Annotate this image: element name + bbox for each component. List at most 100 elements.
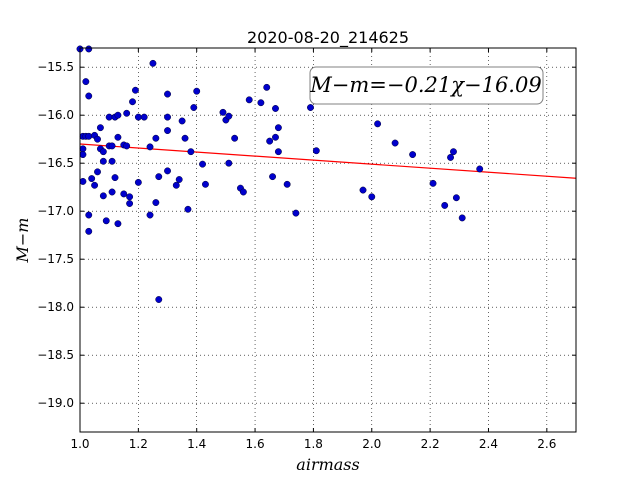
- data-point: [175, 176, 183, 183]
- data-point: [82, 78, 90, 86]
- y-tick-label: −17.5: [37, 252, 74, 266]
- data-point: [172, 181, 180, 189]
- data-point: [99, 192, 107, 200]
- data-point: [219, 108, 227, 116]
- y-axis-label: M−m: [13, 218, 32, 264]
- x-tick-label: 1.0: [70, 437, 89, 451]
- data-point: [187, 148, 195, 156]
- data-point: [368, 193, 376, 201]
- x-tick-label: 2.4: [479, 437, 498, 451]
- data-point: [114, 220, 122, 228]
- data-point: [108, 157, 116, 165]
- data-point: [88, 175, 96, 183]
- data-point: [409, 151, 417, 159]
- data-point: [476, 165, 484, 173]
- data-point: [164, 127, 171, 135]
- data-point: [126, 193, 134, 201]
- data-point: [105, 113, 113, 121]
- data-point: [155, 296, 163, 303]
- data-point: [193, 87, 201, 95]
- data-point: [85, 227, 93, 235]
- data-point: [134, 178, 142, 186]
- data-point: [108, 142, 116, 150]
- fit-line: [79, 143, 577, 179]
- data-point: [269, 173, 277, 181]
- x-tick-label: 1.4: [187, 437, 206, 451]
- data-point: [452, 194, 460, 202]
- data-point: [181, 134, 189, 142]
- data-point: [126, 200, 134, 207]
- data-point: [140, 113, 148, 121]
- annotation-text: M−m=−0.21χ−16.09: [309, 73, 541, 97]
- x-tick-label: 2.2: [421, 437, 440, 451]
- y-tick-label: −19.0: [37, 396, 74, 410]
- x-tick-label: 2.0: [362, 437, 381, 451]
- data-point: [307, 104, 314, 111]
- y-tick-label: −18.5: [37, 348, 74, 362]
- data-point: [96, 124, 104, 132]
- grid: [80, 48, 576, 432]
- data-point: [272, 105, 279, 112]
- data-point: [272, 133, 279, 141]
- x-tick-label: 1.8: [304, 437, 323, 451]
- data-point: [152, 134, 160, 142]
- data-point: [245, 96, 253, 104]
- y-tick-label: −15.5: [37, 60, 74, 74]
- annotation-box: M−m=−0.21χ−16.09: [309, 66, 544, 105]
- data-point: [447, 153, 454, 161]
- data-point: [178, 117, 186, 125]
- plot-background: [80, 48, 576, 432]
- data-point: [79, 145, 87, 153]
- fit-line-group: [79, 143, 577, 179]
- data-point: [283, 180, 291, 188]
- data-point: [199, 160, 206, 168]
- data-point: [225, 159, 233, 167]
- data-point: [441, 201, 449, 209]
- data-point: [149, 59, 157, 67]
- data-point: [292, 209, 300, 217]
- data-point: [94, 168, 101, 176]
- x-axis-label: airmass: [296, 455, 359, 474]
- plot-frame: [79, 47, 577, 433]
- data-point: [129, 98, 136, 106]
- data-point: [123, 109, 131, 117]
- data-point: [152, 199, 160, 207]
- x-tick-label: 1.6: [246, 437, 265, 451]
- ticks: 1.0 1.2 1.4 1.6 1.8 2.0 2.2 2.4 2.6 −15.5 −16.0 −16…: [37, 48, 576, 451]
- data-point: [134, 113, 142, 121]
- data-point: [79, 151, 87, 159]
- data-point: [79, 177, 87, 185]
- y-tick-label: −17.0: [37, 204, 74, 218]
- data-point: [114, 133, 122, 141]
- data-point: [123, 142, 131, 150]
- data-point: [164, 167, 171, 175]
- data-point: [85, 211, 93, 219]
- data-point: [85, 45, 93, 53]
- data-point: [164, 90, 171, 98]
- data-point: [114, 111, 122, 119]
- x-tick-label: 1.2: [129, 437, 148, 451]
- y-tick-label: −16.5: [37, 156, 74, 170]
- data-point: [91, 181, 99, 189]
- data-point: [85, 132, 93, 140]
- data-point: [99, 148, 107, 156]
- data-point: [131, 86, 139, 94]
- y-tick-label: −18.0: [37, 300, 74, 314]
- data-point: [274, 148, 282, 156]
- data-point: [239, 188, 247, 196]
- data-point: [99, 157, 107, 165]
- data-point: [120, 190, 128, 198]
- data-point: [263, 83, 271, 91]
- chart-title: 2020-08-20_214625: [247, 28, 409, 48]
- data-point: [266, 137, 274, 145]
- data-point: [190, 104, 198, 111]
- data-point: [102, 217, 110, 225]
- data-point: [374, 120, 382, 128]
- data-point: [184, 205, 192, 213]
- data-point: [458, 214, 466, 222]
- data-point: [257, 99, 265, 107]
- data-point: [146, 211, 154, 219]
- data-point: [94, 135, 101, 143]
- data-point: [429, 179, 437, 187]
